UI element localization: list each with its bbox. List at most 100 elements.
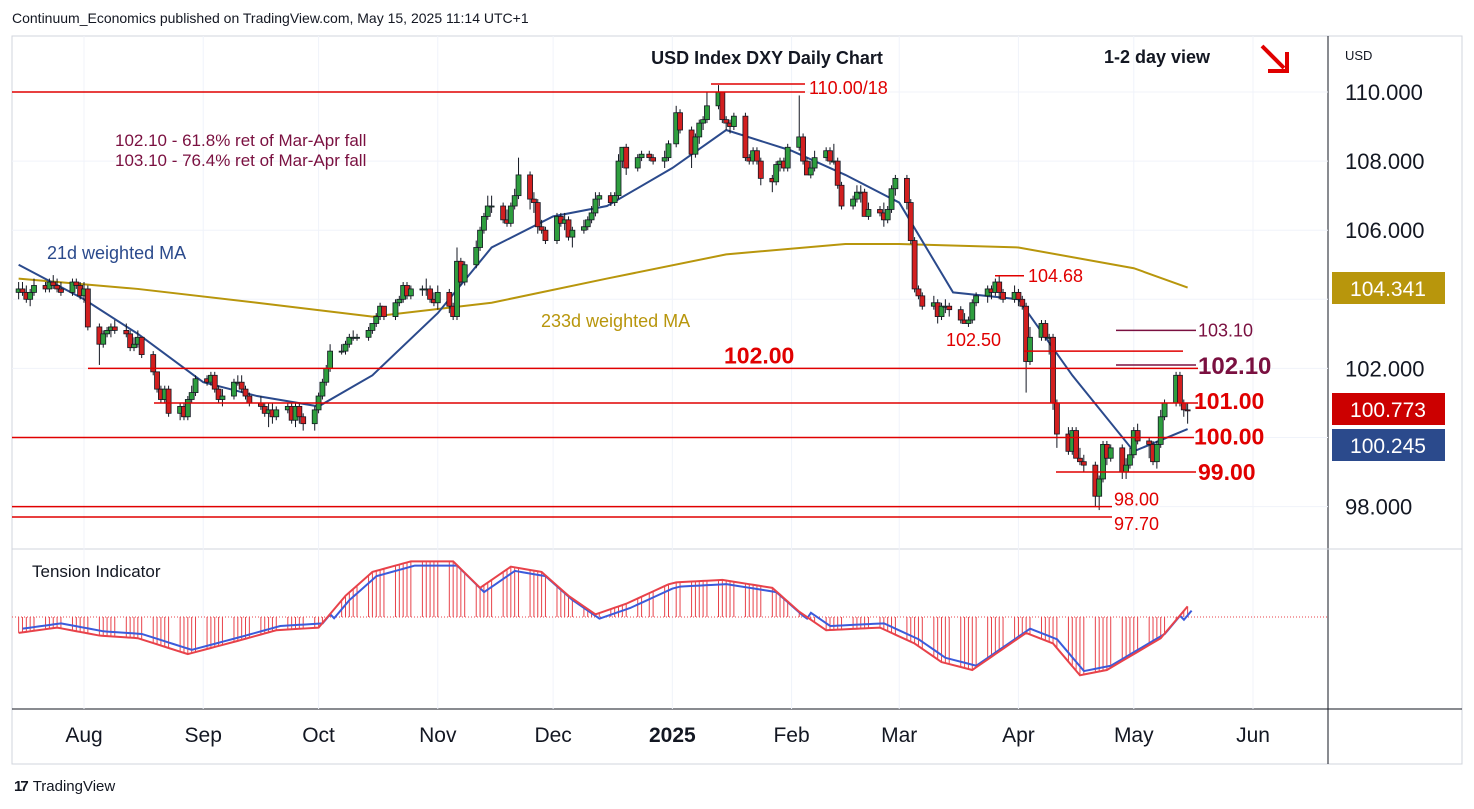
candle: [638, 150, 645, 162]
candle-body: [807, 167, 814, 176]
candle: [888, 185, 895, 213]
candle-body: [742, 115, 749, 159]
candle-body: [773, 164, 780, 183]
candle: [1096, 475, 1103, 511]
candle: [719, 91, 726, 124]
time-tick-label: May: [1114, 724, 1154, 747]
candle: [100, 330, 107, 348]
candle-body: [446, 291, 453, 307]
candle-body: [1077, 457, 1083, 463]
ma233-badge: 104.341: [1332, 272, 1445, 304]
candle: [215, 385, 222, 403]
candle: [1019, 295, 1026, 310]
candle-body: [219, 395, 226, 400]
price-tick-label: 102.000: [1345, 356, 1425, 381]
candle: [515, 157, 522, 200]
candle: [677, 109, 683, 134]
candle: [581, 219, 587, 234]
candle-body: [1184, 409, 1191, 412]
ma21-badge: 100.245: [1332, 429, 1445, 461]
candle-body: [242, 388, 249, 397]
candle: [611, 192, 618, 207]
candle: [542, 226, 549, 245]
candle: [354, 333, 360, 341]
time-axis[interactable]: Aug Sep Oct Nov Dec 2025 Feb Mar Apr May Jun: [65, 724, 1270, 747]
candle: [973, 292, 980, 307]
candle-body: [54, 285, 60, 290]
candle-body: [215, 388, 222, 400]
candle-body: [592, 198, 599, 214]
candle: [211, 371, 218, 393]
candle-body: [500, 205, 507, 221]
candle: [946, 302, 953, 317]
candle: [527, 171, 533, 210]
candle-body: [373, 316, 380, 324]
candle-body: [346, 336, 353, 345]
candle-body: [1127, 454, 1133, 466]
ma21-label: 21d weighted MA: [47, 243, 186, 263]
candle: [461, 261, 468, 286]
candle: [969, 299, 976, 324]
candle-body: [919, 295, 926, 307]
candle: [31, 278, 37, 296]
candle-body: [111, 326, 118, 331]
candle-body: [1096, 478, 1103, 497]
candle-body: [296, 406, 303, 418]
price-tick-label: 98.000: [1345, 495, 1412, 520]
candle-body: [1027, 336, 1033, 362]
candle-body: [1000, 291, 1006, 300]
price-tick-label: 106.000: [1345, 218, 1425, 243]
candle-body: [434, 291, 441, 304]
candle-body: [719, 91, 726, 121]
candle-body: [184, 399, 191, 418]
candle: [1000, 288, 1006, 303]
candle: [623, 143, 630, 175]
candle-body: [784, 146, 791, 169]
candle-body: [488, 205, 495, 208]
down-arrow-icon: [1260, 44, 1289, 73]
level-label: 102.50: [946, 330, 1001, 350]
candle: [723, 116, 730, 131]
candle: [807, 161, 814, 179]
candle-body: [911, 240, 918, 290]
candle: [865, 202, 872, 220]
candle-body: [1134, 430, 1141, 442]
price-axis[interactable]: 110.000 108.000 106.000 102.000 98.000: [1345, 80, 1425, 520]
view-label: 1-2 day view: [1104, 47, 1211, 67]
candle: [392, 299, 399, 321]
tradingview-logo-icon: 17: [14, 778, 29, 795]
candle-body: [677, 112, 683, 131]
candle: [1053, 399, 1060, 448]
candle-body: [27, 291, 34, 300]
candle-body: [1180, 402, 1187, 411]
candle-body: [884, 209, 891, 221]
candle-body: [1073, 430, 1080, 459]
candle-body: [473, 247, 480, 266]
candle: [396, 295, 403, 307]
candle-body: [1050, 336, 1056, 404]
candle-body: [300, 416, 307, 425]
tension-signal-line: [22, 564, 1193, 673]
candle-body: [838, 184, 845, 207]
candle: [104, 326, 110, 338]
candle-body: [19, 288, 26, 293]
candle: [454, 247, 460, 321]
candle: [184, 396, 191, 421]
candle-body: [1146, 440, 1153, 445]
candle-body: [969, 302, 976, 321]
level-label: 102.10: [1198, 353, 1271, 380]
candle: [484, 195, 491, 220]
ma233-path: [18, 243, 1188, 318]
candle-body: [507, 205, 514, 224]
candle: [892, 174, 899, 196]
candle: [742, 112, 749, 162]
candle-body: [84, 288, 91, 328]
candle: [488, 195, 495, 213]
candle-body: [965, 319, 972, 324]
candle: [1027, 326, 1033, 365]
candle-body: [1100, 444, 1106, 480]
candle-body: [323, 367, 330, 383]
candle: [584, 216, 591, 231]
candle: [473, 240, 480, 269]
tradingview-logo[interactable]: 17 TradingView: [14, 778, 115, 795]
